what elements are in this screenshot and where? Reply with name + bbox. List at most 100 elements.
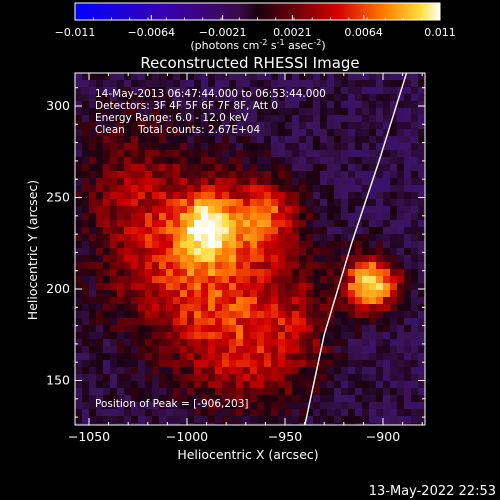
heatmap-cell: [159, 108, 167, 116]
heatmap-cell: [243, 388, 251, 396]
heatmap-cell: [75, 87, 83, 95]
heatmap-cell: [271, 304, 279, 312]
heatmap-cell: [369, 94, 377, 102]
heatmap-cell: [383, 94, 391, 102]
heatmap-cell: [145, 185, 153, 193]
heatmap-cell: [117, 129, 125, 137]
heatmap-cell: [159, 178, 167, 186]
heatmap-cell: [271, 220, 279, 228]
heatmap-cell: [355, 423, 363, 425]
heatmap-cell: [243, 80, 251, 88]
heatmap-cell: [418, 409, 425, 417]
heatmap-cell: [348, 108, 356, 116]
heatmap-cell: [355, 388, 363, 396]
heatmap-cell: [292, 199, 300, 207]
heatmap-cell: [152, 171, 160, 179]
heatmap-cell: [306, 199, 314, 207]
heatmap-cell: [103, 150, 111, 158]
heatmap-cell: [362, 157, 370, 165]
heatmap-cell: [355, 157, 363, 165]
heatmap-cell: [229, 402, 237, 410]
heatmap-cell: [82, 115, 90, 123]
heatmap-cell: [355, 108, 363, 116]
heatmap-cell: [292, 178, 300, 186]
heatmap-cell: [117, 80, 125, 88]
heatmap-cell: [362, 192, 370, 200]
heatmap-cell: [299, 206, 307, 214]
heatmap-cell: [278, 73, 286, 81]
heatmap-cell: [411, 423, 419, 425]
heatmap-cell: [180, 304, 188, 312]
heatmap-cell: [103, 94, 111, 102]
heatmap-cell: [292, 318, 300, 326]
heatmap-cell: [411, 87, 419, 95]
heatmap-cell: [376, 178, 384, 186]
heatmap-cell: [313, 269, 321, 277]
heatmap-cell: [215, 241, 223, 249]
heatmap-cell: [96, 171, 104, 179]
heatmap-cell: [306, 353, 314, 361]
heatmap-cell: [96, 297, 104, 305]
heatmap-cell: [390, 227, 398, 235]
heatmap-cell: [152, 262, 160, 270]
heatmap-cell: [376, 164, 384, 172]
heatmap-cell: [236, 290, 244, 298]
heatmap-cell: [257, 122, 265, 130]
heatmap-cell: [180, 108, 188, 116]
heatmap-cell: [285, 241, 293, 249]
heatmap-cell: [229, 248, 237, 256]
heatmap-cell: [369, 143, 377, 151]
heatmap-cell: [250, 199, 258, 207]
heatmap-cell: [320, 353, 328, 361]
heatmap-cell: [173, 94, 181, 102]
heatmap-cell: [173, 136, 181, 144]
heatmap-cell: [411, 171, 419, 179]
heatmap-cell: [75, 318, 83, 326]
heatmap-cell: [131, 374, 139, 382]
heatmap-cell: [369, 325, 377, 333]
heatmap-cell: [348, 290, 356, 298]
heatmap-cell: [124, 122, 132, 130]
heatmap-cell: [229, 332, 237, 340]
heatmap-cell: [334, 346, 342, 354]
heatmap-cell: [362, 353, 370, 361]
heatmap-cell: [194, 157, 202, 165]
heatmap-cell: [348, 318, 356, 326]
heatmap-cell: [110, 332, 118, 340]
heatmap-cell: [117, 157, 125, 165]
heatmap-cell: [313, 87, 321, 95]
heatmap-cell: [264, 381, 272, 389]
heatmap-cell: [299, 283, 307, 291]
heatmap-cell: [341, 171, 349, 179]
heatmap-cell: [411, 115, 419, 123]
heatmap-cell: [159, 283, 167, 291]
heatmap-cell: [187, 255, 195, 263]
heatmap-cell: [355, 94, 363, 102]
heatmap-cell: [320, 297, 328, 305]
heatmap-cell: [82, 353, 90, 361]
heatmap-cell: [320, 213, 328, 221]
heatmap-cell: [152, 416, 160, 424]
heatmap-cell: [348, 199, 356, 207]
heatmap-cell: [376, 325, 384, 333]
heatmap-cell: [292, 255, 300, 263]
heatmap-cell: [166, 283, 174, 291]
heatmap-cell: [306, 367, 314, 375]
heatmap-cell: [306, 374, 314, 382]
heatmap-cell: [278, 304, 286, 312]
heatmap-cell: [376, 101, 384, 109]
heatmap-cell: [201, 192, 209, 200]
heatmap-cell: [138, 325, 146, 333]
heatmap-cell: [285, 94, 293, 102]
heatmap-cell: [243, 304, 251, 312]
heatmap-cell: [152, 178, 160, 186]
heatmap-cell: [250, 332, 258, 340]
heatmap-cell: [96, 241, 104, 249]
heatmap-cell: [355, 283, 363, 291]
heatmap-cell: [180, 297, 188, 305]
heatmap-cell: [222, 325, 230, 333]
heatmap-cell: [194, 108, 202, 116]
heatmap-cell: [82, 241, 90, 249]
heatmap-cell: [320, 234, 328, 242]
heatmap-cell: [138, 332, 146, 340]
